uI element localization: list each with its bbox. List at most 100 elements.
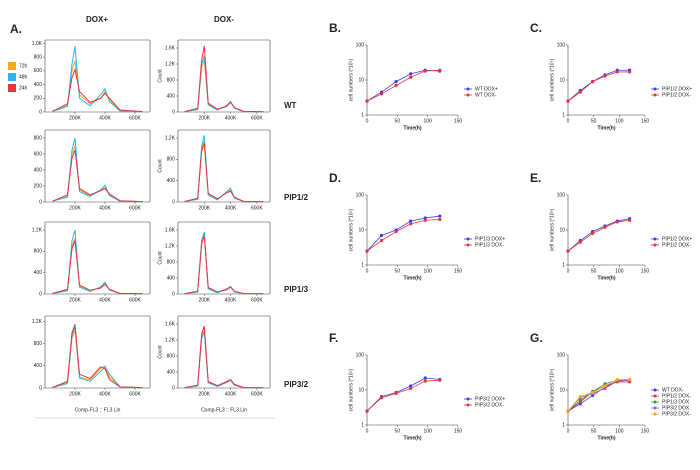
y-tick-label: 800 bbox=[167, 353, 176, 359]
x-tick-label: 400K bbox=[225, 297, 237, 303]
series-line bbox=[52, 145, 143, 203]
x-tick-label: 100 bbox=[615, 268, 624, 274]
legend-label: WT DOX+ bbox=[475, 86, 498, 92]
data-point bbox=[566, 409, 570, 413]
data-point bbox=[628, 218, 632, 222]
x-axis-label: Time(h) bbox=[404, 125, 422, 131]
data-point bbox=[409, 219, 413, 223]
data-point bbox=[423, 218, 427, 222]
y-tick-label: 1 bbox=[361, 422, 364, 428]
y-axis-label: cell numbers (*10⁵) bbox=[549, 208, 555, 251]
x-tick-label: 50 bbox=[395, 118, 401, 124]
data-point bbox=[578, 398, 582, 403]
data-point bbox=[628, 377, 632, 382]
legend-label: 24h bbox=[19, 85, 28, 91]
y-tick-label: 100 bbox=[557, 352, 566, 358]
x-axis-label: Time(h) bbox=[598, 125, 616, 131]
row-label: PIP1/2 bbox=[284, 193, 309, 202]
x-tick-label: 600K bbox=[129, 205, 141, 211]
series-line bbox=[184, 331, 264, 389]
data-point bbox=[578, 394, 582, 399]
legend-label: PIP1/3 DOX+ bbox=[475, 236, 505, 242]
series-line bbox=[366, 215, 440, 252]
panel-label: D. bbox=[329, 171, 341, 185]
x-tick-label: 150 bbox=[641, 268, 650, 274]
legend-label: PIP3/2 DOX- bbox=[475, 402, 504, 408]
data-point bbox=[615, 70, 619, 74]
y-tick-label: 100 bbox=[557, 192, 566, 198]
data-point bbox=[603, 74, 607, 78]
y-axis-label: cell numbers (*10⁵) bbox=[348, 368, 354, 411]
series-line bbox=[567, 69, 630, 102]
legend-label: WT DOX- bbox=[662, 387, 684, 393]
x-tick-label: 200K bbox=[198, 115, 210, 121]
x-axis-label: Comp-FL3 :: FL3 Lin bbox=[201, 407, 247, 413]
x-tick-label: 100 bbox=[615, 118, 624, 124]
legend-swatch bbox=[8, 62, 16, 70]
legend-swatch bbox=[466, 403, 470, 407]
series-line bbox=[366, 69, 440, 102]
x-tick-label: 400K bbox=[99, 297, 111, 303]
row-label: PIP1/3 bbox=[284, 285, 309, 294]
series-line bbox=[184, 233, 264, 295]
data-point bbox=[438, 217, 442, 222]
x-tick-label: 200K bbox=[69, 391, 81, 397]
y-tick-label: 0 bbox=[172, 385, 175, 391]
series-line bbox=[567, 219, 630, 252]
data-point bbox=[394, 83, 398, 88]
x-tick-label: 150 bbox=[641, 118, 650, 124]
y-axis-label: Count bbox=[157, 345, 163, 359]
y-tick-label: 1.2K bbox=[165, 61, 176, 67]
data-point bbox=[603, 384, 607, 388]
series-line bbox=[184, 45, 264, 113]
row-label: WT bbox=[284, 101, 297, 110]
data-point bbox=[394, 80, 398, 84]
legend-label: PIP1/2 DOX+ bbox=[662, 236, 692, 242]
row-label: PIP3/2 bbox=[284, 380, 309, 389]
data-point bbox=[394, 230, 398, 234]
series-line bbox=[52, 67, 143, 113]
x-axis-label: Time(h) bbox=[404, 435, 422, 441]
x-tick-label: 0 bbox=[366, 118, 369, 124]
series-line bbox=[52, 240, 143, 295]
x-tick-label: 50 bbox=[395, 428, 401, 434]
x-axis-label: Time(h) bbox=[598, 435, 616, 441]
y-tick-label: 0 bbox=[172, 109, 175, 115]
x-tick-label: 600K bbox=[129, 297, 141, 303]
y-tick-label: 1.2K bbox=[32, 319, 43, 325]
y-axis-label: cell numbers (*10⁵) bbox=[348, 58, 354, 101]
data-point bbox=[365, 249, 369, 253]
y-tick-label: 400 bbox=[34, 363, 43, 369]
data-point bbox=[379, 238, 384, 243]
y-tick-label: 400 bbox=[167, 178, 176, 184]
y-axis-label: cell numbers (*10⁵) bbox=[348, 208, 354, 251]
panel-label: A. bbox=[10, 22, 22, 36]
y-tick-label: 400 bbox=[167, 369, 176, 375]
x-tick-label: 400K bbox=[225, 205, 237, 211]
legend-label: PIP1/3 DOX bbox=[662, 399, 690, 405]
series-line bbox=[184, 140, 264, 203]
y-tick-label: 600 bbox=[34, 151, 43, 157]
series-line bbox=[184, 231, 264, 295]
series-line bbox=[52, 229, 143, 295]
series-line bbox=[567, 381, 630, 412]
data-point bbox=[591, 80, 595, 84]
series-line bbox=[184, 327, 264, 389]
legend-swatch bbox=[466, 243, 470, 247]
legend-label: 48h bbox=[19, 74, 28, 80]
x-tick-label: 100 bbox=[423, 268, 432, 274]
legend-label: PIP1/2 DOX- bbox=[662, 92, 691, 98]
data-point bbox=[394, 391, 398, 395]
y-axis-label: cell numbers (*10⁵) bbox=[549, 58, 555, 101]
data-point bbox=[379, 92, 384, 96]
y-tick-label: 1 bbox=[562, 422, 565, 428]
series-line bbox=[52, 237, 143, 295]
legend-label: PIP1/2 DOX+ bbox=[662, 86, 692, 92]
y-tick-label: 800 bbox=[34, 341, 43, 347]
data-point bbox=[603, 225, 607, 229]
y-tick-label: 800 bbox=[167, 259, 176, 265]
legend-swatch bbox=[653, 87, 657, 91]
x-tick-label: 600K bbox=[251, 391, 263, 397]
data-point bbox=[615, 377, 619, 382]
